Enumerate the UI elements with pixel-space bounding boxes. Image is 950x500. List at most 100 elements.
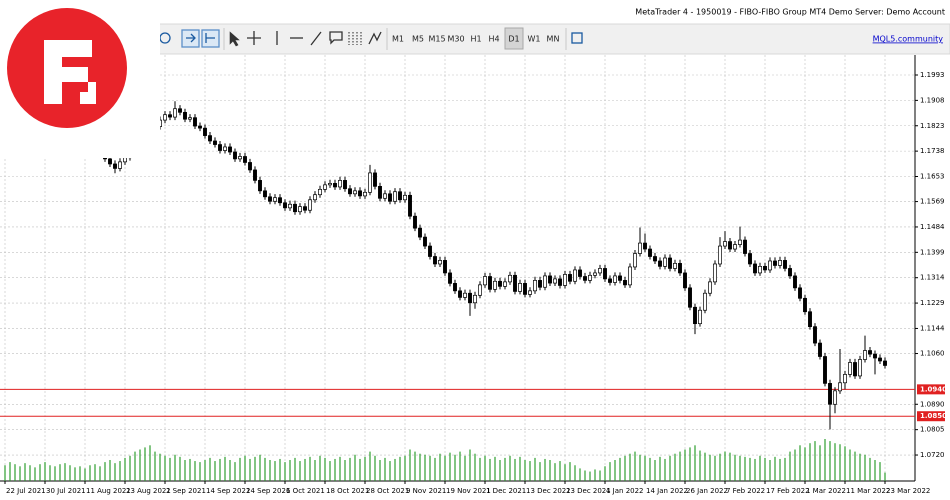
candle-body bbox=[233, 151, 237, 160]
text-button[interactable] bbox=[329, 31, 343, 45]
fibo-button[interactable] bbox=[348, 32, 362, 45]
volume-bar bbox=[709, 454, 711, 481]
candle-body bbox=[773, 260, 777, 266]
candle-body bbox=[238, 156, 242, 160]
volume-bar bbox=[189, 458, 191, 481]
y-tick-label: 1.1229 bbox=[920, 299, 945, 307]
volume-bar bbox=[679, 451, 681, 481]
volume-bar bbox=[639, 454, 641, 481]
candle-body bbox=[433, 256, 437, 265]
candle-body bbox=[288, 203, 292, 209]
volume-bar bbox=[399, 456, 401, 481]
volume-bar bbox=[649, 457, 651, 481]
volume-bar bbox=[54, 466, 56, 481]
candle-body bbox=[733, 244, 737, 250]
volume-bar bbox=[579, 468, 581, 481]
volume-bar bbox=[229, 460, 231, 481]
candle-body bbox=[193, 117, 197, 127]
volume-bar bbox=[659, 456, 661, 481]
volume-bar bbox=[719, 453, 721, 481]
candle-body bbox=[388, 193, 392, 202]
volume-bar bbox=[219, 458, 221, 481]
volume-bar bbox=[814, 441, 816, 481]
candle-body bbox=[713, 263, 717, 283]
candle-body bbox=[748, 253, 752, 265]
volume-bar bbox=[29, 465, 31, 481]
candle-body bbox=[378, 186, 382, 199]
volume-bar bbox=[139, 449, 141, 481]
volume-bar bbox=[59, 464, 61, 481]
timeframe-button[interactable]: MN bbox=[547, 35, 560, 44]
timeframe-button[interactable]: M30 bbox=[447, 35, 464, 44]
candle-body bbox=[833, 390, 837, 405]
volume-bar bbox=[439, 453, 441, 481]
volume-bar bbox=[79, 466, 81, 481]
candle-body bbox=[123, 157, 127, 163]
volume-bar bbox=[199, 462, 201, 481]
candle-body bbox=[863, 350, 867, 360]
volume-bar bbox=[789, 451, 791, 481]
shapes-button[interactable] bbox=[368, 31, 382, 45]
y-tick-label: 1.0720 bbox=[920, 451, 945, 459]
candle-body bbox=[248, 162, 252, 171]
x-tick-label: 23 Dec 2021 bbox=[566, 487, 611, 495]
community-link[interactable]: MQL5.community bbox=[873, 35, 944, 44]
candle-body bbox=[728, 241, 732, 250]
candle-body bbox=[343, 180, 347, 190]
y-tick-label: 1.1993 bbox=[920, 71, 945, 79]
candle-body bbox=[418, 227, 422, 238]
timeframe-button[interactable]: M1 bbox=[392, 35, 404, 44]
candle-body bbox=[258, 180, 262, 192]
x-tick-label: 11 Aug 2021 bbox=[86, 487, 131, 495]
candle-body bbox=[488, 276, 492, 290]
toolbar-icons bbox=[159, 29, 583, 48]
timeframe-button[interactable]: H1 bbox=[470, 35, 481, 44]
candle-body bbox=[443, 260, 447, 274]
templates-button[interactable] bbox=[571, 32, 583, 44]
volume-bar bbox=[534, 457, 536, 481]
volume-bar bbox=[554, 463, 556, 481]
volume-bar bbox=[404, 455, 406, 481]
volume-bar bbox=[104, 462, 106, 481]
timeframe-button[interactable]: M15 bbox=[428, 35, 445, 44]
timeframe-button[interactable]: M5 bbox=[412, 35, 424, 44]
volume-bar bbox=[459, 451, 461, 481]
candle-body bbox=[578, 269, 582, 277]
volume-bar bbox=[574, 465, 576, 481]
candle-body bbox=[658, 260, 662, 267]
volume-bar bbox=[204, 460, 206, 481]
crosshair-button[interactable] bbox=[247, 31, 261, 45]
broker-logo bbox=[0, 0, 160, 158]
candle-body bbox=[648, 248, 652, 257]
timeframe-button[interactable]: D1 bbox=[508, 35, 519, 44]
y-tick-label: 1.1569 bbox=[920, 198, 945, 206]
candle-body bbox=[218, 144, 222, 151]
volume-bar bbox=[564, 464, 566, 481]
candle-body bbox=[458, 290, 462, 298]
y-tick-label: 1.1399 bbox=[920, 248, 945, 256]
timeframe-button[interactable]: W1 bbox=[528, 35, 541, 44]
volume-bar bbox=[494, 456, 496, 481]
trendline-button[interactable] bbox=[310, 31, 322, 46]
candle-body bbox=[243, 156, 247, 163]
candle-body bbox=[778, 260, 782, 266]
volume-bar bbox=[844, 446, 846, 481]
volume-bar bbox=[429, 455, 431, 481]
x-tick-label: 14 Jan 2022 bbox=[646, 487, 688, 495]
candle-body bbox=[513, 274, 517, 292]
candle-body bbox=[313, 194, 317, 201]
y-tick-label: 1.1823 bbox=[920, 122, 945, 130]
candle-body bbox=[793, 275, 797, 289]
volume-bar bbox=[184, 460, 186, 481]
volume-bar bbox=[349, 457, 351, 481]
volume-bar bbox=[394, 458, 396, 481]
timeframe-button[interactable]: H4 bbox=[488, 35, 499, 44]
cursor-button[interactable] bbox=[229, 31, 240, 47]
candle-body bbox=[693, 306, 697, 325]
x-tick-label: 26 Jan 2022 bbox=[686, 487, 728, 495]
volume-bar bbox=[369, 451, 371, 481]
candle-body bbox=[318, 188, 322, 196]
volume-bar bbox=[879, 462, 881, 481]
volume-bar bbox=[69, 465, 71, 481]
candle-body bbox=[668, 257, 672, 269]
